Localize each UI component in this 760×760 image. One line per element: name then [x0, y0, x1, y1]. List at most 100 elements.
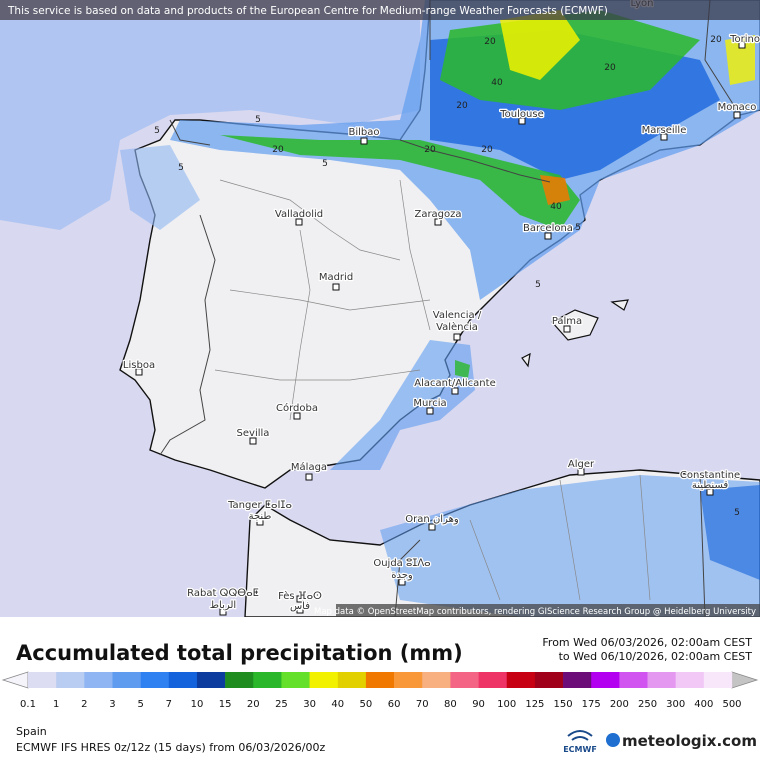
city-label: Zaragoza — [414, 209, 461, 220]
contour-label: 5 — [255, 115, 261, 125]
map: LyonTorinoToulouseMarseilleMonacoBilbaoV… — [0, 0, 760, 617]
contour-label: 20 — [710, 35, 722, 45]
color-swatch — [478, 672, 508, 688]
city-dot — [360, 137, 368, 145]
legend-label: 0.1 — [20, 699, 36, 710]
legend-label: 125 — [525, 699, 544, 710]
contour-label: 5 — [575, 223, 581, 233]
city-dot — [544, 232, 552, 240]
ecmwf-logo: ECMWF — [563, 745, 597, 754]
city-label: Torino — [729, 34, 760, 45]
ecmwf-icon — [567, 730, 593, 741]
legend-label: 200 — [610, 699, 629, 710]
attribution-bar — [336, 604, 760, 617]
legend-label: 80 — [444, 699, 457, 710]
city-label: Oujda ⵓⵊⴷⴰ — [373, 558, 430, 569]
color-swatch — [703, 672, 733, 688]
city-dot — [660, 133, 668, 141]
city-dot — [706, 488, 714, 496]
color-swatch — [591, 672, 620, 688]
color-swatch — [112, 672, 141, 688]
color-swatch — [196, 672, 226, 688]
color-swatch — [253, 672, 282, 688]
city-dot — [295, 218, 303, 226]
city-dot — [733, 111, 741, 119]
title: Accumulated total precipitation (mm) — [16, 641, 463, 665]
city-label: Sevilla — [237, 428, 270, 439]
legend-label: 5 — [137, 699, 143, 710]
legend-label: 15 — [219, 699, 232, 710]
legend-label: 250 — [638, 699, 657, 710]
brand: meteologix.com — [622, 732, 757, 750]
city-dot — [332, 283, 340, 291]
legend-label: 500 — [722, 699, 741, 710]
color-swatch — [422, 672, 451, 688]
legend-label: 90 — [472, 699, 485, 710]
city-label: Monaco — [718, 102, 757, 113]
legend-label: 100 — [497, 699, 516, 710]
contour-label: 5 — [535, 280, 541, 290]
city-label: Lisboa — [123, 360, 155, 371]
contour-label: 20 — [484, 37, 496, 47]
legend-label: 7 — [166, 699, 172, 710]
city-dot — [296, 595, 304, 603]
city-dot — [219, 608, 227, 616]
color-swatch — [450, 672, 479, 688]
color-swatch — [337, 672, 367, 688]
contour-label: 20 — [456, 101, 468, 111]
legend-label: 70 — [416, 699, 429, 710]
color-swatch — [56, 672, 85, 688]
city-dot — [577, 468, 585, 476]
city-label: Fès ⴼⴰⵙ — [278, 590, 322, 602]
model-info: ECMWF IFS HRES 0z/12z (15 days) from 06/… — [16, 741, 326, 754]
period-to: to Wed 06/10/2026, 02:00am CEST — [559, 650, 753, 663]
contour-label: 40 — [491, 78, 503, 88]
attribution: Map data © OpenStreetMap contributors, r… — [314, 607, 756, 617]
city-dot — [249, 437, 257, 445]
city-label: وجدة — [391, 570, 413, 581]
contour-labels: 5 5 5 20 5 20 40 20 20 20 20 20 40 5 5 5 — [154, 35, 740, 518]
city-dot — [563, 325, 571, 333]
legend-label: 400 — [694, 699, 713, 710]
contour-label: 5 — [154, 126, 160, 136]
legend-label: 30 — [303, 699, 316, 710]
city-dot — [428, 523, 436, 531]
color-swatch — [84, 672, 113, 688]
city-label: Murcia — [413, 398, 446, 409]
color-swatch — [506, 672, 536, 688]
legend-label: 10 — [191, 699, 204, 710]
city-dot — [434, 218, 442, 226]
color-swatch — [394, 672, 423, 688]
city-label: Tanger ⵟⴰⵏⵊⴰ — [227, 500, 292, 511]
city-dot — [305, 473, 313, 481]
city-label: Valladolid — [275, 209, 323, 220]
contour-label: 20 — [424, 145, 436, 155]
legend-label: 25 — [275, 699, 288, 710]
color-swatch — [534, 672, 564, 688]
color-swatch — [140, 672, 170, 688]
city-label: Málaga — [291, 461, 327, 473]
legend-label: 40 — [331, 699, 344, 710]
city-label: Constantine — [680, 470, 740, 481]
over-arrow — [731, 671, 759, 689]
city-label: Marseille — [642, 125, 687, 136]
city-label: Córdoba — [276, 402, 318, 414]
city-label: قسنطينة — [692, 480, 729, 491]
period-from: From Wed 06/03/2026, 02:00am CEST — [542, 636, 752, 649]
city-dot — [453, 333, 461, 341]
color-swatch — [28, 672, 57, 688]
legend-label: 20 — [247, 699, 260, 710]
city-dot — [738, 41, 746, 49]
regions — [214, 179, 651, 601]
city-label: Bilbao — [348, 127, 379, 138]
city-label: طنجة — [249, 511, 272, 522]
city-label: فاس — [290, 601, 310, 612]
contour-label: 5 — [734, 508, 740, 518]
notice: This service is based on data and produc… — [7, 5, 608, 17]
legend-label: 2 — [81, 699, 87, 710]
contour-label: 20 — [272, 145, 284, 155]
city-label: Madrid — [319, 272, 353, 283]
under-arrow — [1, 671, 29, 689]
city-label: Oran وهران — [405, 514, 459, 525]
